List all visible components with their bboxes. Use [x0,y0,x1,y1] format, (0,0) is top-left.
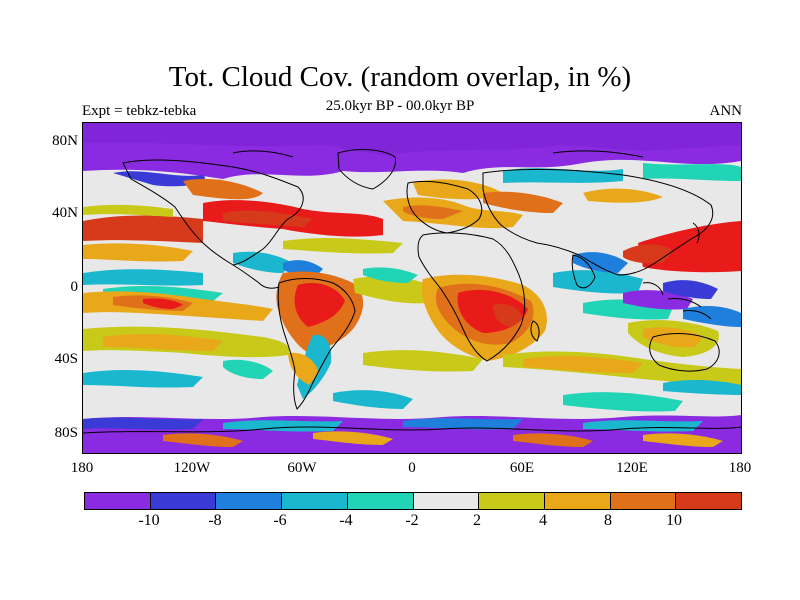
map-title: Tot. Cloud Cov. (random overlap, in %) [168,61,632,93]
colorbar-label-2: 2 [473,512,481,529]
colorbar [84,492,742,510]
lon-label-180e: 180 [728,460,752,476]
colorbar-label-minus4: -4 [339,512,353,529]
experiment-label: Expt = tebkz-tebka [82,103,197,119]
season-label: ANN [709,103,743,119]
lat-label-80s: 80S [54,425,78,441]
colorbar-segment-4 [282,493,348,509]
colorbar-label-minus2: -2 [405,512,419,529]
lon-label-60e: 60E [509,460,535,476]
colorbar-segment-7 [479,493,545,509]
colorbar-segment-2 [150,493,217,509]
cloud-cover-map [83,123,741,453]
colorbar-segment-3 [216,493,283,509]
colorbar-label-8: 8 [604,512,612,529]
colorbar-label-minus8: -8 [208,512,222,529]
colorbar-label-10: 10 [666,512,682,529]
map-panel [82,122,742,454]
colorbar-label-minus6: -6 [273,512,287,529]
lon-label-60w: 60W [287,460,317,476]
colorbar-label-minus10: -10 [138,512,160,529]
lat-label-40n: 40N [52,205,78,221]
colorbar-segment-5 [347,493,414,509]
lon-label-120e: 120E [616,460,648,476]
lon-label-180w: 180 [70,460,94,476]
colorbar-segment-1 [85,493,151,509]
map-subtitle: 25.0kyr BP - 00.0kyr BP [325,98,475,114]
colorbar-segment-10 [676,493,742,509]
colorbar-segment-9 [610,493,677,509]
colorbar-segment-8 [544,493,611,509]
lat-label-80n: 80N [52,133,78,149]
lon-label-0: 0 [408,460,416,476]
lon-label-120w: 120W [173,460,211,476]
lat-label-40s: 40S [54,351,78,367]
lat-label-0: 0 [70,279,79,295]
colorbar-label-4: 4 [539,512,547,529]
colorbar-segment-6 [413,493,480,509]
